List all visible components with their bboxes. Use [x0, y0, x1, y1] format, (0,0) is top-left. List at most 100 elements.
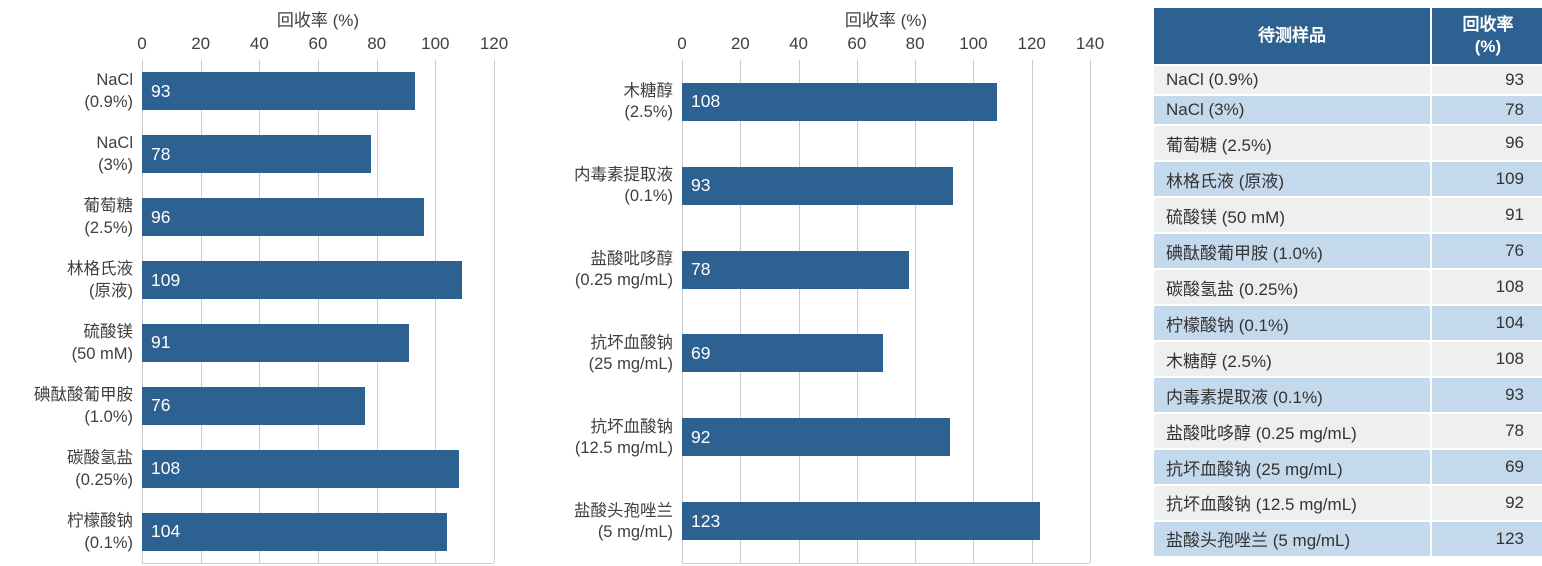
- bar-row: 123: [682, 479, 1090, 563]
- bar-value-label: 96: [151, 206, 171, 227]
- category-label-line: 碳酸氢盐: [67, 449, 133, 468]
- gridline: [856, 60, 858, 563]
- bar-value-label: 78: [151, 143, 171, 164]
- recovery-value-cell: 93: [1430, 63, 1542, 97]
- x-tick-label: 120: [1017, 34, 1046, 53]
- bar-row: 93: [682, 144, 1090, 228]
- bar: 96: [142, 198, 424, 237]
- category-label-line: (2.5%): [84, 218, 133, 237]
- category-label: NaCl (0.9%): [10, 60, 142, 123]
- gridline: [798, 60, 800, 563]
- bar-row: 69: [682, 311, 1090, 395]
- sample-name-cell: 柠檬酸钠 (0.1%): [1152, 304, 1432, 343]
- plot-area: 108 93 78 69 92 123: [682, 60, 1091, 564]
- category-label-line: (12.5 mg/mL): [574, 439, 673, 457]
- table-row: 碘酞酸葡甲胺 (1.0%) 76: [1152, 232, 1542, 271]
- table-row: NaCl (0.9%) 93: [1152, 63, 1542, 97]
- gridline: [200, 60, 202, 563]
- x-tick-label: 40: [249, 34, 269, 53]
- plot-area: 93 78 96 109 91 76 108 104: [142, 60, 495, 564]
- sample-name-cell: 抗坏血酸钠 (12.5 mg/mL): [1152, 484, 1432, 522]
- sample-name-cell: NaCl (3%): [1152, 94, 1432, 127]
- table-header-sample: 待测样品: [1152, 6, 1432, 66]
- category-label-line: (25 mg/mL): [588, 355, 673, 373]
- bar-row: 104: [142, 500, 494, 563]
- bar-value-label: 93: [151, 80, 171, 101]
- x-axis-ticks: 0 20 40 60 80 100 120 140: [677, 32, 1104, 60]
- bar-value-label: 69: [691, 342, 711, 363]
- sample-name-cell: 木糖醇 (2.5%): [1152, 340, 1432, 379]
- x-tick-label: 60: [308, 34, 328, 53]
- bar-value-label: 91: [151, 332, 171, 353]
- gridline: [973, 60, 975, 563]
- category-label-line: (0.1%): [84, 533, 133, 552]
- table-row: 抗坏血酸钠 (12.5 mg/mL) 92: [1152, 484, 1542, 522]
- recovery-bar-chart-1: NaCl (0.9%) NaCl (3%) 葡萄糖 (2.5%) 林格氏液 (原液) 硫酸镁 (5…: [10, 6, 508, 564]
- category-label-line: (0.25 mg/mL): [574, 271, 673, 289]
- x-tick-label: 0: [677, 34, 687, 53]
- table-row: 葡萄糖 (2.5%) 96: [1152, 124, 1542, 163]
- table-row: 抗坏血酸钠 (25 mg/mL) 69: [1152, 448, 1542, 486]
- plot-column: 回收率 (%) 0 20 40 60 80 100 120 140 108 93 78 69 92 12…: [677, 6, 1104, 564]
- category-label: 内毒素提取液 (0.1%): [524, 144, 682, 228]
- recovery-value-cell: 69: [1430, 448, 1542, 486]
- bar-row: 78: [142, 123, 494, 186]
- gridlines: [682, 60, 1091, 563]
- gridline: [259, 60, 261, 563]
- gridline: [1090, 60, 1091, 563]
- recovery-value-cell: 76: [1430, 232, 1542, 271]
- category-label: 木糖醇 (2.5%): [524, 60, 682, 144]
- bars: 93 78 96 109 91 76 108 104: [142, 60, 494, 563]
- category-label-line: 硫酸镁: [83, 323, 134, 342]
- sample-name-cell: 盐酸头孢唑兰 (5 mg/mL): [1152, 519, 1432, 559]
- recovery-value-cell: 104: [1430, 304, 1542, 343]
- category-label-line: 盐酸吡哆醇: [590, 249, 674, 268]
- bar: 78: [142, 135, 371, 174]
- sample-name-cell: 葡萄糖 (2.5%): [1152, 124, 1432, 163]
- category-label: 抗坏血酸钠 (25 mg/mL): [524, 312, 682, 396]
- bar-value-label: 93: [691, 175, 711, 196]
- category-label-line: (2.5%): [624, 103, 673, 121]
- gridline: [494, 60, 495, 563]
- category-label: 碳酸氢盐 (0.25%): [10, 438, 142, 501]
- table-row: 木糖醇 (2.5%) 108: [1152, 340, 1542, 379]
- table-row: NaCl (3%) 78: [1152, 94, 1542, 127]
- sample-name-cell: NaCl (0.9%): [1152, 63, 1432, 97]
- x-tick-label: 80: [367, 34, 387, 53]
- sample-name-cell: 内毒素提取液 (0.1%): [1152, 376, 1432, 415]
- sample-name-cell: 抗坏血酸钠 (25 mg/mL): [1152, 448, 1432, 486]
- bars: 108 93 78 69 92 123: [682, 60, 1090, 563]
- bar-row: 108: [682, 60, 1090, 144]
- x-tick-label: 100: [421, 34, 450, 53]
- category-label-line: NaCl: [96, 134, 133, 153]
- x-tick-label: 100: [959, 34, 988, 53]
- category-label-line: (0.25%): [75, 470, 133, 489]
- x-tick-label: 80: [905, 34, 925, 53]
- bar-row: 109: [142, 249, 494, 312]
- category-label: 硫酸镁 (50 mM): [10, 312, 142, 375]
- bar: 78: [682, 250, 910, 289]
- table-header-row: 待测样品 回收率 (%): [1152, 6, 1542, 66]
- sample-name-cell: 盐酸吡哆醇 (0.25 mg/mL): [1152, 412, 1432, 451]
- recovery-value-cell: 78: [1430, 94, 1542, 127]
- category-label: 碘酞酸葡甲胺 (1.0%): [10, 375, 142, 438]
- category-label-line: (50 mM): [71, 344, 133, 363]
- x-tick-label: 140: [1075, 34, 1105, 53]
- bar-value-label: 78: [691, 259, 711, 280]
- bar: 123: [682, 502, 1041, 541]
- bar: 104: [142, 512, 448, 551]
- bar-row: 93: [142, 60, 494, 123]
- bar-value-label: 104: [151, 521, 181, 542]
- bar: 92: [682, 418, 951, 457]
- x-tick-label: 20: [730, 34, 750, 53]
- table-row: 柠檬酸钠 (0.1%) 104: [1152, 304, 1542, 343]
- table-row: 硫酸镁 (50 mM) 91: [1152, 196, 1542, 235]
- category-label-line: 葡萄糖: [83, 197, 134, 216]
- bar: 109: [142, 261, 462, 300]
- bar-value-label: 76: [151, 395, 171, 416]
- recovery-value-cell: 108: [1430, 268, 1542, 307]
- category-label-line: 木糖醇: [623, 81, 674, 100]
- category-label-line: (1.0%): [84, 407, 133, 426]
- gridline: [318, 60, 319, 563]
